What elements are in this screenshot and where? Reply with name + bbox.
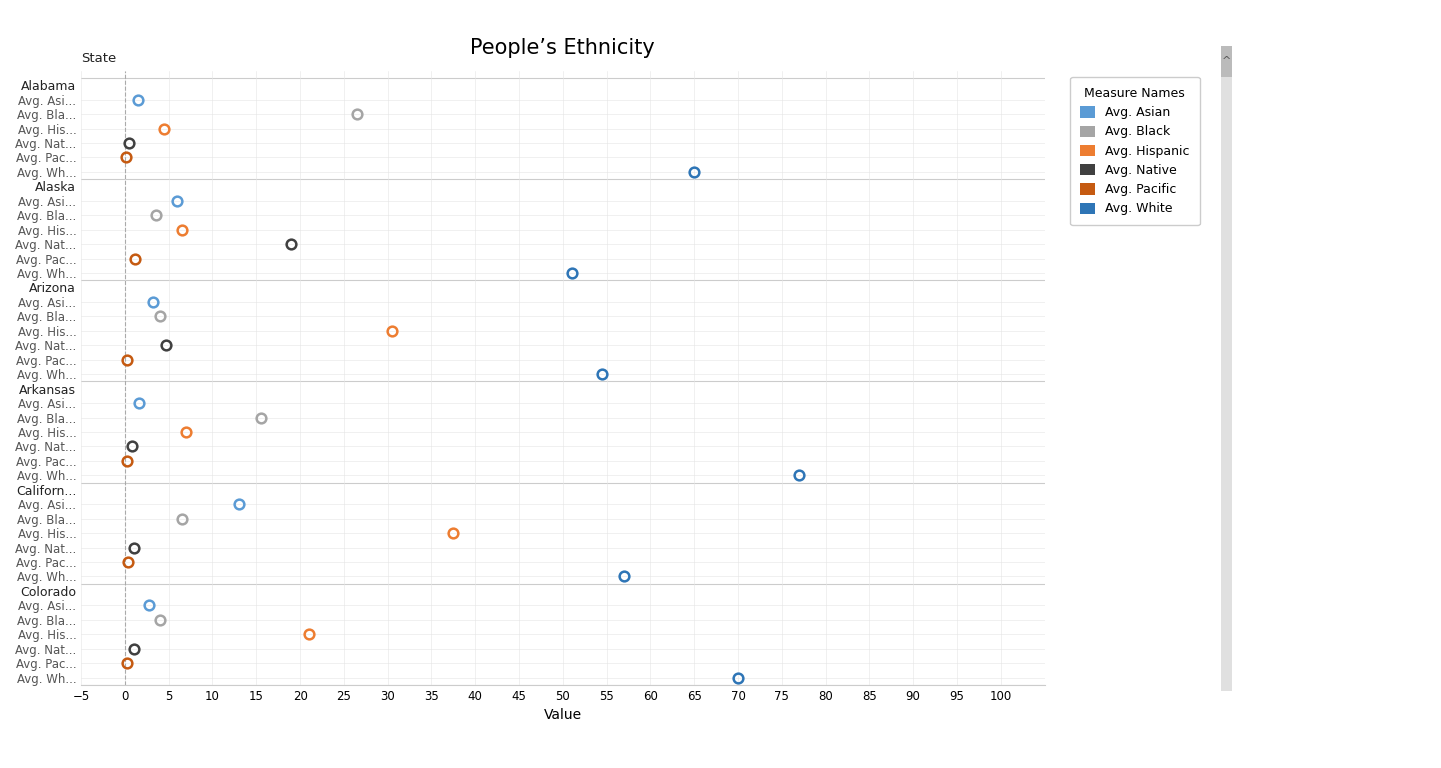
Title: People’s Ethnicity: People’s Ethnicity bbox=[470, 38, 656, 58]
Legend: Avg. Asian, Avg. Black, Avg. Hispanic, Avg. Native, Avg. Pacific, Avg. White: Avg. Asian, Avg. Black, Avg. Hispanic, A… bbox=[1071, 77, 1199, 226]
Text: State: State bbox=[81, 51, 117, 65]
X-axis label: Value: Value bbox=[543, 708, 582, 722]
Text: ^: ^ bbox=[1222, 56, 1231, 67]
